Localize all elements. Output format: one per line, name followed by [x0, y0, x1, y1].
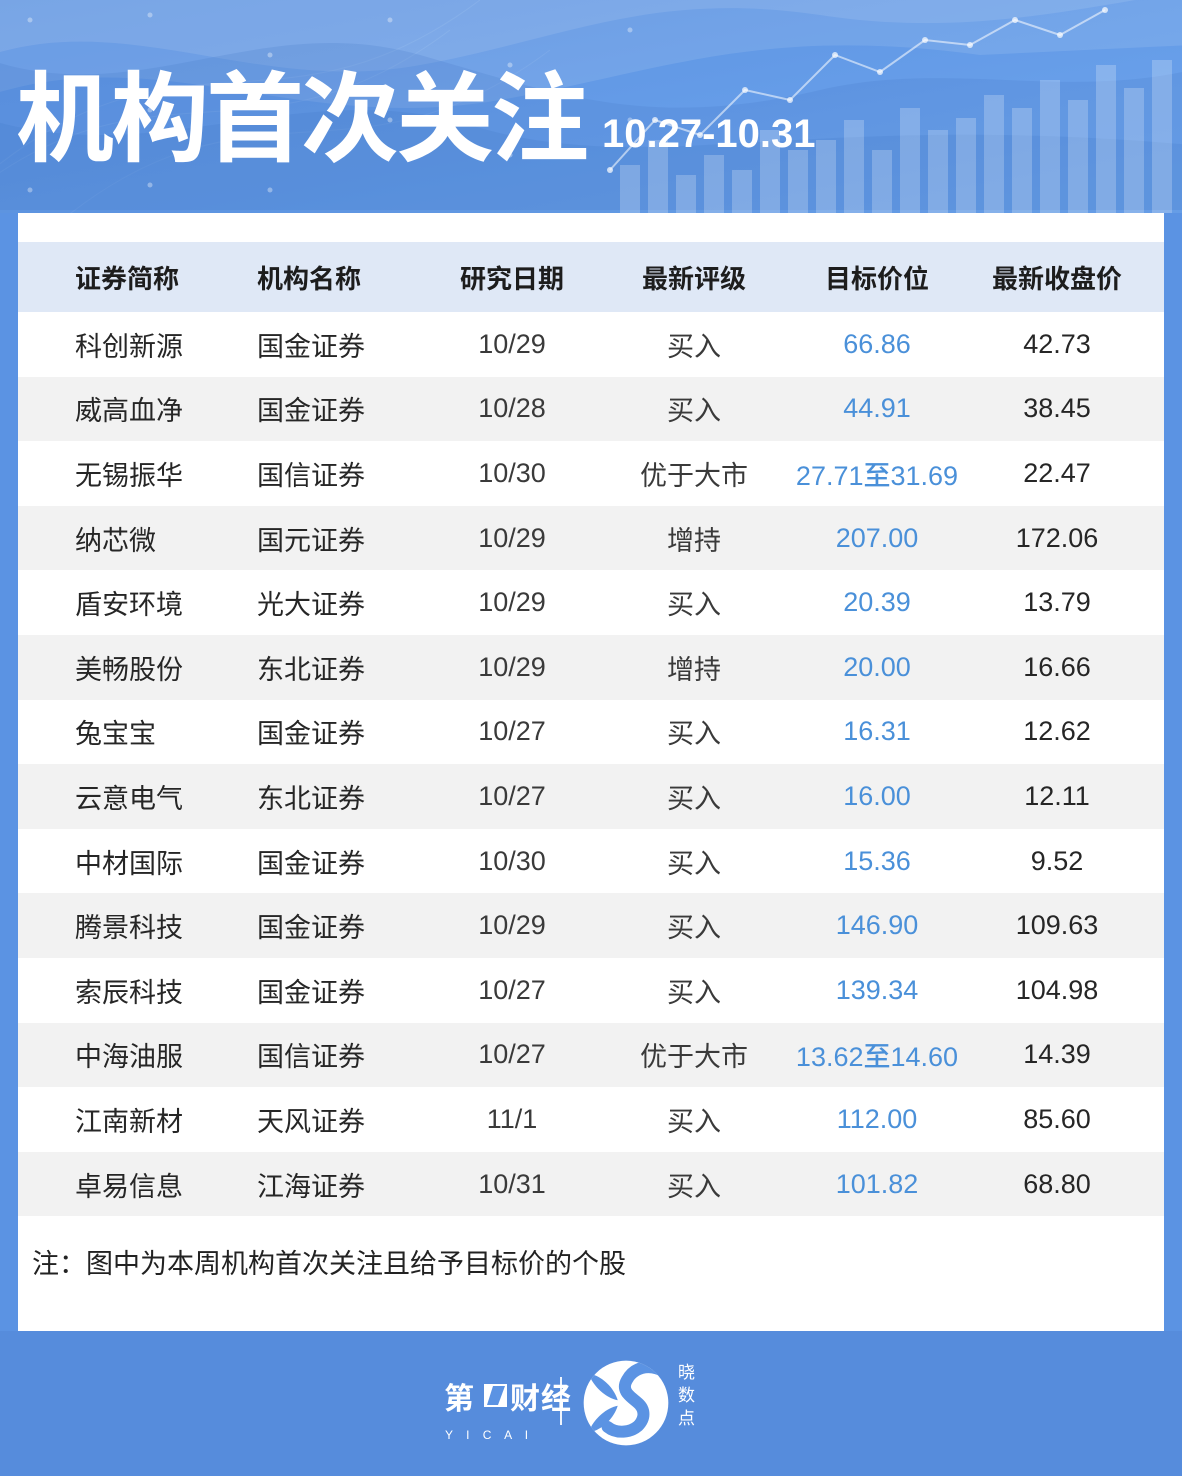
- svg-text:财经: 财经: [510, 1383, 572, 1416]
- svg-text:第: 第: [444, 1383, 475, 1416]
